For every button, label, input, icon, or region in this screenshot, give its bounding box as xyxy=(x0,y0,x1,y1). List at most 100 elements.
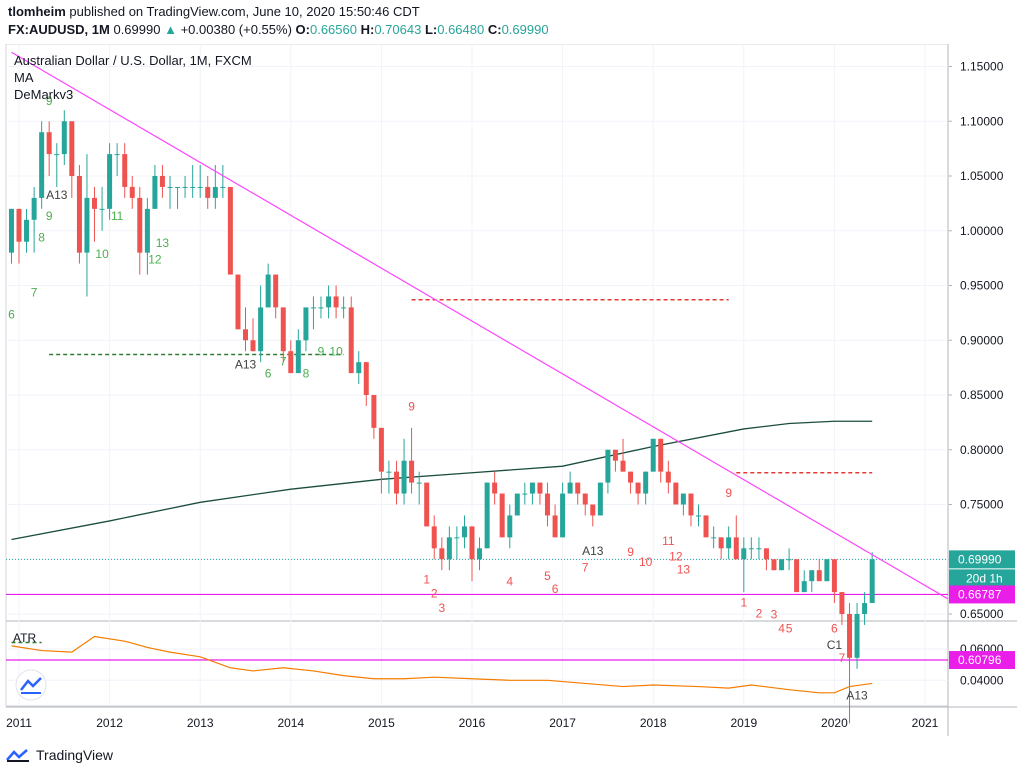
symbol-label: FX:AUDUSD, 1M xyxy=(8,22,110,37)
candle-up xyxy=(801,581,807,593)
time-tick-label: 2015 xyxy=(368,716,395,730)
setup-count-label: 8 xyxy=(303,366,310,380)
atr-legend[interactable]: ATR xyxy=(13,631,36,645)
candle-up xyxy=(711,537,717,539)
candle-down xyxy=(16,208,22,242)
candle-down xyxy=(273,274,279,308)
candle-down xyxy=(394,471,400,494)
setup-count-label: 9 xyxy=(46,209,53,223)
candle-down xyxy=(280,307,286,352)
candle-up xyxy=(597,482,603,516)
candle-up xyxy=(265,274,271,308)
candle-down xyxy=(839,592,845,614)
grid-lines xyxy=(6,44,948,706)
candle-up xyxy=(39,132,45,198)
candle-down xyxy=(250,340,256,352)
footer-brand[interactable]: TradingView xyxy=(6,747,113,763)
close-value: 0.69990 xyxy=(501,22,549,37)
published-text: published on TradingView.com, June 10, 2… xyxy=(69,4,420,19)
high-value: 0.70643 xyxy=(374,22,422,37)
last-price-tag xyxy=(949,550,1015,569)
candle-up xyxy=(61,121,67,155)
candle-up xyxy=(258,307,264,352)
plot-border xyxy=(5,44,949,707)
demark-legend[interactable]: DeMarkv3 xyxy=(14,87,73,102)
price-change: +0.00380 (+0.55%) xyxy=(180,22,292,37)
instrument-title: Australian Dollar / U.S. Dollar, 1M, FXC… xyxy=(14,53,252,68)
price-tick-label: 0.80000 xyxy=(960,443,1004,457)
setup-count-label: 6 xyxy=(8,307,15,321)
candle-up xyxy=(197,186,203,188)
setup-count-label: 6 xyxy=(265,366,272,380)
candle-up xyxy=(24,219,30,242)
price-tick-label: 1.15000 xyxy=(960,60,1004,74)
price-tick-label: 0.85000 xyxy=(960,388,1004,402)
time-tick-label: 2020 xyxy=(821,716,848,730)
price-tick-label: 0.90000 xyxy=(960,333,1004,347)
setup-count-label: 11 xyxy=(111,209,124,223)
candle-up xyxy=(386,471,392,473)
time-tick-label: 2012 xyxy=(96,716,123,730)
candle-up xyxy=(175,186,181,188)
candle-up xyxy=(824,559,830,582)
candle-down xyxy=(763,548,769,560)
candle-up xyxy=(54,154,60,156)
candle-down xyxy=(69,121,75,176)
candlesticks xyxy=(8,110,875,724)
setup-count-label: 10 xyxy=(329,345,343,359)
candle-down xyxy=(537,482,543,494)
footer-brand-label: TradingView xyxy=(36,747,114,763)
setup-count-label: 13 xyxy=(156,236,170,250)
price-tick-label: 1.05000 xyxy=(960,169,1004,183)
aggressive-countdown-label: A13 xyxy=(582,544,604,558)
candle-up xyxy=(152,176,158,209)
aggressive-countdown-label: A13 xyxy=(46,188,68,202)
candle-up xyxy=(8,208,14,253)
candle-down xyxy=(409,460,415,483)
candle-down xyxy=(159,176,165,187)
candle-up xyxy=(862,603,868,614)
chart-logo-icon[interactable] xyxy=(15,669,47,701)
setup-count-label: 3 xyxy=(438,601,445,615)
tradingview-logo-icon xyxy=(6,749,29,762)
candle-up xyxy=(726,537,732,549)
candle-down xyxy=(431,526,437,549)
candle-down xyxy=(205,186,211,198)
price-tag-label: 0.66787 xyxy=(958,587,1002,601)
low-label: L: xyxy=(424,22,438,37)
candle-down xyxy=(628,471,634,483)
chart-frame xyxy=(5,44,1017,736)
atr-pane xyxy=(11,635,873,694)
atr-line xyxy=(11,635,873,694)
candle-up xyxy=(303,307,309,341)
candle-up xyxy=(454,537,460,539)
candle-down xyxy=(620,460,626,472)
countdown-label: 20d 1h xyxy=(966,571,1003,585)
candle-down xyxy=(635,482,641,494)
candle-up xyxy=(144,208,150,253)
candle-up xyxy=(809,570,815,582)
candle-down xyxy=(129,186,135,198)
candle-up xyxy=(514,493,520,516)
candle-up xyxy=(529,482,535,494)
aggressive-countdown-label: C1 xyxy=(827,638,843,652)
candle-up xyxy=(696,515,701,517)
author-name[interactable]: tlomheim xyxy=(8,4,66,19)
candle-down xyxy=(612,449,618,461)
price-tag-label: 0.60796 xyxy=(958,653,1002,667)
candle-down xyxy=(703,515,709,538)
candle-up xyxy=(869,559,875,604)
level-price-tag xyxy=(949,585,1015,604)
candle-down xyxy=(243,329,248,341)
setup-count-label: 9 xyxy=(408,399,415,413)
price-tick-label: 1.10000 xyxy=(960,114,1004,128)
ma-legend[interactable]: MA xyxy=(14,70,34,85)
candle-down xyxy=(91,197,97,209)
time-axis[interactable]: 2011 2012 2013 2014 2015 2016 2017 2018 2019 2020… xyxy=(6,716,939,730)
candle-up xyxy=(416,482,422,484)
candle-up xyxy=(190,186,196,188)
candle-down xyxy=(794,559,800,593)
last-price: 0.69990 xyxy=(113,22,161,37)
trendline[interactable] xyxy=(11,51,948,600)
